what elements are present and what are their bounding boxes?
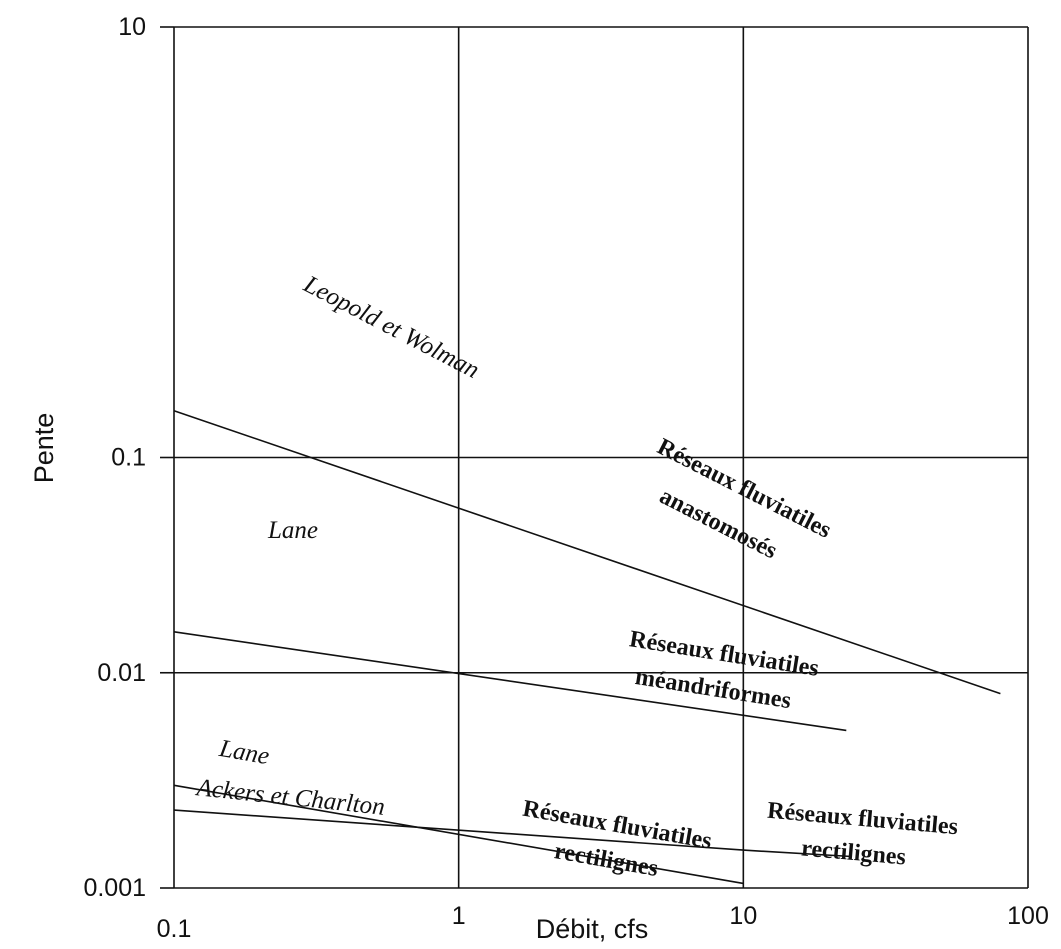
annotation-9: rectilignes bbox=[552, 838, 660, 882]
x-axis-label: Débit, cfs bbox=[536, 914, 649, 944]
x-tick-label-2: 10 bbox=[729, 902, 757, 930]
series-line-3 bbox=[173, 809, 852, 858]
annotation-1: Lane bbox=[267, 517, 318, 544]
annotation-2: Lane bbox=[216, 735, 271, 770]
y-axis-label: Pente bbox=[29, 413, 59, 484]
y-tick-label-1: 0.01 bbox=[97, 659, 146, 687]
y-tick-label-3: 10 bbox=[118, 13, 146, 41]
annotation-0: Leopold et Wolman bbox=[299, 270, 484, 384]
x-tick-label-0: 0.1 bbox=[157, 915, 192, 943]
x-tick-labels: 0.1 1 10 100 bbox=[157, 902, 1049, 943]
series-lines bbox=[173, 409, 1001, 885]
annotation-10: Réseaux fluviatiles bbox=[766, 798, 959, 841]
x-tick-label-1: 1 bbox=[452, 902, 466, 930]
series-line-2 bbox=[173, 784, 744, 885]
x-tick-label-3: 100 bbox=[1007, 902, 1049, 930]
annotation-8: Réseaux fluviatiles bbox=[521, 796, 714, 855]
series-line-0 bbox=[173, 409, 1001, 695]
series-line-1 bbox=[173, 631, 847, 732]
y-tick-labels: 0.001 0.01 0.1 10 bbox=[83, 13, 146, 902]
y-tick-label-0: 0.001 bbox=[83, 874, 146, 902]
y-tick-label-2: 0.1 bbox=[111, 444, 146, 472]
annotation-11: rectilignes bbox=[800, 836, 907, 871]
grid-lines bbox=[160, 26, 1029, 889]
